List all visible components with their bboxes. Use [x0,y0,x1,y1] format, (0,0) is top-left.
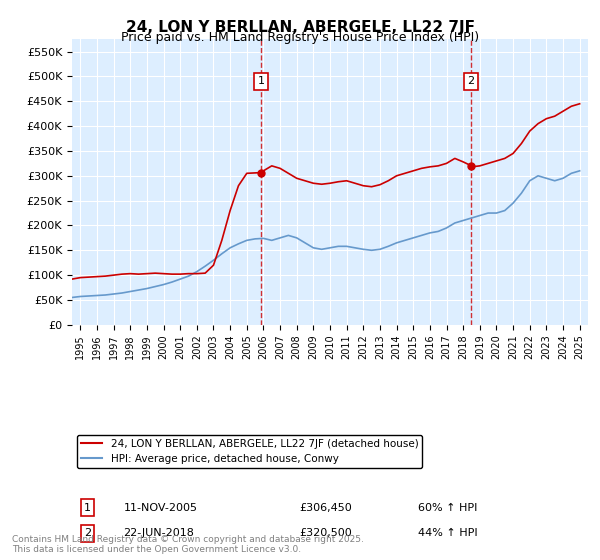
Legend: 24, LON Y BERLLAN, ABERGELE, LL22 7JF (detached house), HPI: Average price, deta: 24, LON Y BERLLAN, ABERGELE, LL22 7JF (d… [77,435,422,468]
Text: 1: 1 [258,76,265,86]
Text: 2: 2 [467,76,475,86]
Text: £306,450: £306,450 [299,502,352,512]
Text: 22-JUN-2018: 22-JUN-2018 [124,528,194,538]
Text: £320,500: £320,500 [299,528,352,538]
Text: Price paid vs. HM Land Registry's House Price Index (HPI): Price paid vs. HM Land Registry's House … [121,31,479,44]
Text: 2: 2 [84,528,91,538]
Text: 11-NOV-2005: 11-NOV-2005 [124,502,197,512]
Text: 44% ↑ HPI: 44% ↑ HPI [418,528,478,538]
Text: 24, LON Y BERLLAN, ABERGELE, LL22 7JF: 24, LON Y BERLLAN, ABERGELE, LL22 7JF [125,20,475,35]
Text: 60% ↑ HPI: 60% ↑ HPI [418,502,477,512]
Text: 1: 1 [84,502,91,512]
Text: Contains HM Land Registry data © Crown copyright and database right 2025.
This d: Contains HM Land Registry data © Crown c… [12,535,364,554]
